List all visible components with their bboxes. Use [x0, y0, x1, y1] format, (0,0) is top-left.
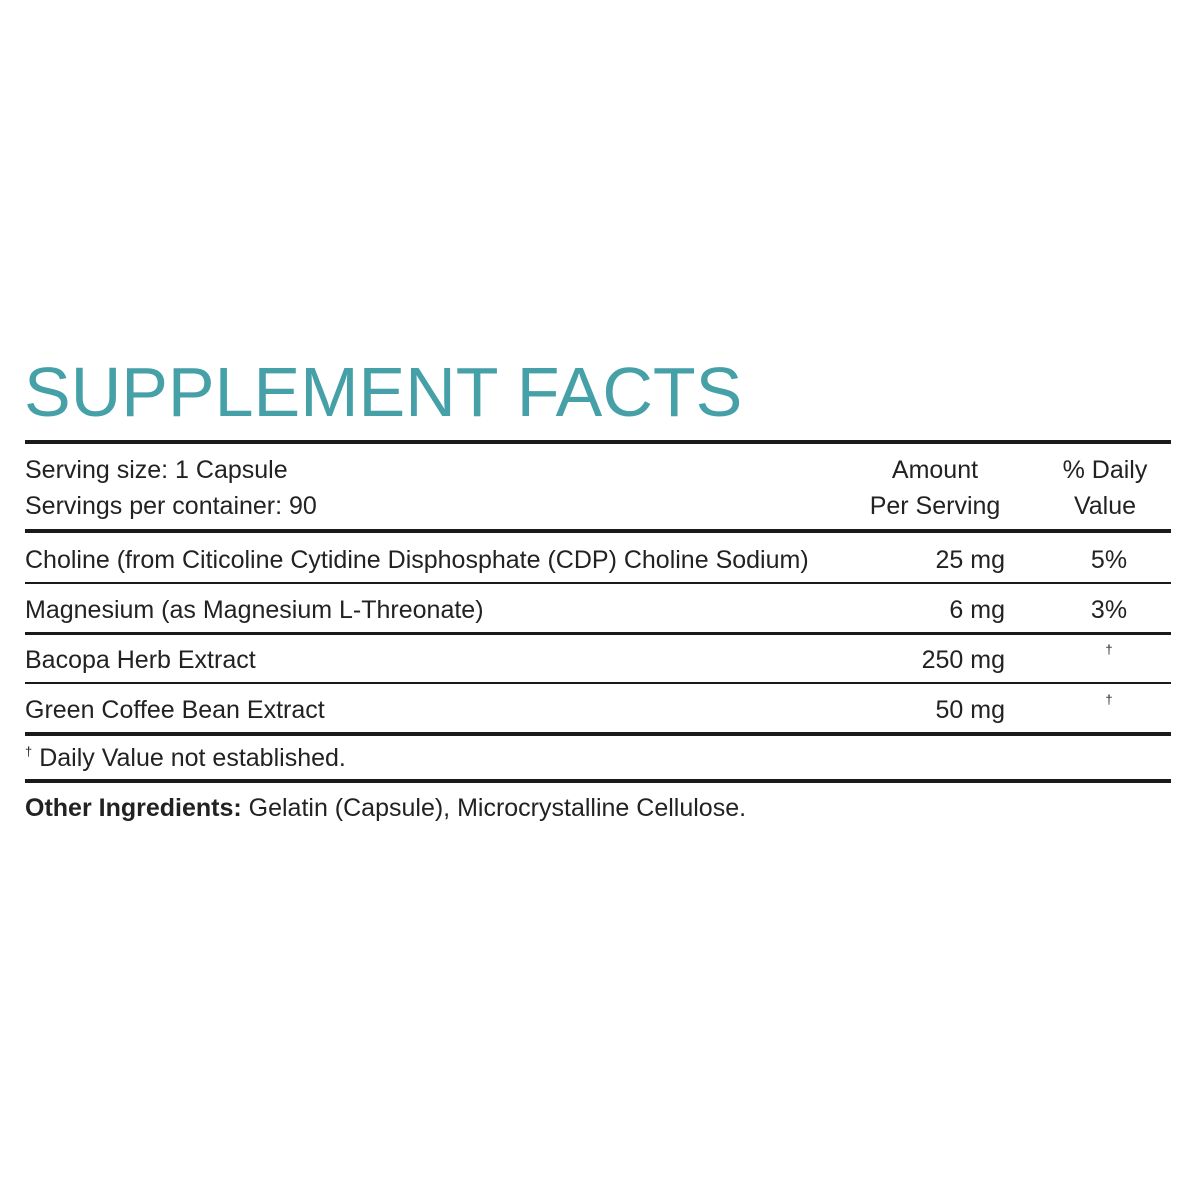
rule [25, 682, 1171, 684]
rule [25, 779, 1171, 783]
rule [25, 582, 1171, 584]
other-ingredients: Other Ingredients: Gelatin (Capsule), Mi… [25, 793, 746, 823]
ingredient-name: Magnesium (as Magnesium L-Threonate) [25, 596, 484, 624]
dv-header: Value [1073, 492, 1137, 520]
ingredient-daily-value: † [1105, 642, 1113, 657]
footnote-mark: † [25, 744, 33, 759]
ingredient-daily-value: 5% [1090, 546, 1128, 574]
ingredient-name: Green Coffee Bean Extract [25, 696, 325, 724]
rule [25, 529, 1171, 533]
ingredient-amount: 25 mg [935, 546, 1005, 574]
ingredient-name: Choline (from Citicoline Cytidine Dispho… [25, 546, 809, 574]
servings-per-container: Servings per container: 90 [25, 492, 317, 520]
ingredient-daily-value: † [1105, 692, 1113, 707]
other-ingredients-label: Other Ingredients: [25, 794, 242, 822]
footnote-text: Daily Value not established. [39, 744, 346, 772]
rule [25, 440, 1171, 444]
footnote: † Daily Value not established. [25, 743, 346, 773]
ingredient-daily-value: 3% [1090, 596, 1128, 624]
serving-size: Serving size: 1 Capsule [25, 456, 288, 484]
rule [25, 732, 1171, 736]
amount-header: Per Serving [869, 492, 1001, 520]
ingredient-amount: 50 mg [935, 696, 1005, 724]
ingredient-amount: 6 mg [949, 596, 1005, 624]
amount-header: Amount [891, 456, 979, 484]
rule [25, 632, 1171, 635]
other-ingredients-text: Gelatin (Capsule), Microcrystalline Cell… [248, 794, 747, 822]
dv-header: % Daily [1062, 456, 1148, 484]
ingredient-amount: 250 mg [921, 646, 1005, 674]
title: SUPPLEMENT FACTS [24, 353, 743, 431]
ingredient-name: Bacopa Herb Extract [25, 646, 256, 674]
